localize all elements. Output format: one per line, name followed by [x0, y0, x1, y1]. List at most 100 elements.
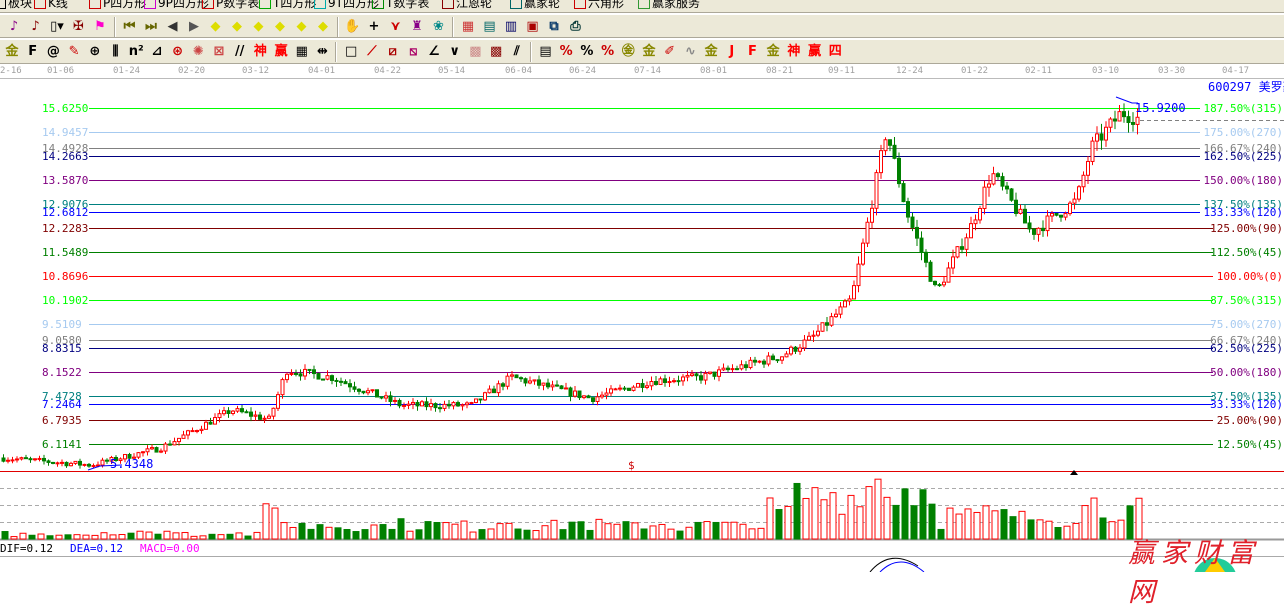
- t-square-icon: [259, 0, 271, 9]
- spiral-icon[interactable]: @: [46, 44, 60, 59]
- grid-ruler-icon[interactable]: ▦: [295, 44, 308, 59]
- network-icon[interactable]: ⧉: [549, 19, 559, 34]
- candle-down: [892, 144, 897, 159]
- candle-type-icon[interactable]: ▯▾: [50, 19, 64, 34]
- hand-icon[interactable]: ✋: [344, 19, 361, 34]
- pattern-icon[interactable]: ✠: [73, 19, 84, 34]
- vertical-lines-icon[interactable]: ⫼: [112, 44, 119, 59]
- gold-fan-icon[interactable]: 金: [766, 44, 780, 59]
- volume-bar: [1000, 509, 1008, 540]
- ying-icon[interactable]: 赢: [274, 44, 288, 59]
- parallel-icon[interactable]: ⫽: [513, 44, 520, 59]
- diamond-compress-icon[interactable]: ◆: [275, 19, 285, 34]
- j-fan-icon[interactable]: J: [729, 44, 735, 59]
- percent-lines-icon[interactable]: %: [601, 44, 615, 59]
- angle-fan-icon[interactable]: ∠: [428, 44, 440, 59]
- save-icon[interactable]: ▣: [526, 19, 539, 34]
- candle-up: [123, 453, 127, 460]
- fib-price-label: 15.6250: [42, 101, 89, 115]
- candle-up: [276, 394, 280, 409]
- menu-item-p-square[interactable]: P四方形: [89, 0, 146, 11]
- menu-item-gann-wheel[interactable]: 江恩轮: [442, 0, 492, 11]
- menu-item-p-number-table[interactable]: P数字表: [202, 0, 259, 11]
- first-icon[interactable]: ⏮: [123, 19, 136, 34]
- fan-icon[interactable]: ⟋: [367, 44, 377, 59]
- gold-ruler-icon[interactable]: 金: [5, 44, 19, 59]
- candle-up: [150, 447, 154, 450]
- period-9-icon[interactable]: ♪: [31, 19, 40, 34]
- right-arrow-icon[interactable]: ▶: [189, 19, 199, 34]
- n2-lines-icon[interactable]: n²: [128, 44, 144, 59]
- square-web-icon[interactable]: ⊠: [213, 44, 225, 59]
- diamond-left-icon[interactable]: ◆: [210, 19, 221, 34]
- calculator-icon[interactable]: ▤: [483, 19, 496, 34]
- f-fan-icon[interactable]: F: [748, 44, 757, 59]
- volume-bar: [1036, 519, 1044, 540]
- diamond-right-icon[interactable]: ◆: [232, 19, 242, 34]
- target-icon[interactable]: ⊛: [172, 44, 184, 59]
- menu-item-winner-wheel[interactable]: 赢家轮: [510, 0, 560, 11]
- angle-icon[interactable]: ⊿: [151, 44, 163, 59]
- web-icon[interactable]: ✺: [192, 44, 204, 59]
- candle-up: [807, 335, 811, 341]
- menu-item-hexagon[interactable]: 六角形: [574, 0, 624, 11]
- percent-fan-icon[interactable]: %: [559, 44, 573, 59]
- width-icon[interactable]: ⇹: [317, 44, 328, 59]
- volume-bar: [46, 535, 54, 540]
- brain-icon[interactable]: ❀: [433, 19, 444, 34]
- candle-down: [208, 421, 213, 425]
- left-arrow-icon[interactable]: ◀: [167, 19, 178, 34]
- printer-icon[interactable]: ⎙: [570, 19, 581, 34]
- diamond-expand-icon[interactable]: ◆: [296, 19, 307, 34]
- f-ruler-icon[interactable]: F: [28, 44, 38, 59]
- volume-bar: [145, 531, 153, 540]
- table-icon[interactable]: ▤: [539, 44, 552, 59]
- menu-item-blocks[interactable]: 板块: [0, 0, 32, 11]
- date-tick: 08-01: [700, 66, 728, 76]
- crosshair-icon[interactable]: +: [368, 19, 380, 34]
- stamp-icon[interactable]: ♜: [411, 19, 423, 34]
- menu-item-dollar[interactable]: 赢家服务: [638, 0, 700, 11]
- volume-bar: [622, 521, 630, 540]
- v-icon[interactable]: ∨: [449, 44, 460, 59]
- candle-up: [366, 390, 370, 394]
- shen-fan-icon[interactable]: 神: [787, 44, 801, 59]
- sine-icon[interactable]: ∿: [684, 44, 696, 59]
- last-icon[interactable]: ⏭: [145, 19, 157, 34]
- calendar-icon[interactable]: ▦: [461, 19, 475, 34]
- menu-item-kline[interactable]: K线: [34, 0, 68, 11]
- ying-fan-icon[interactable]: 赢: [808, 44, 822, 59]
- date-axis: 2-16 01-06 01-24 02-20 03-12 04-01 04-22 05-14 0…: [0, 65, 1284, 79]
- circle-grid-icon[interactable]: ⊕: [89, 44, 101, 59]
- box-icon[interactable]: □: [345, 44, 358, 59]
- shen-icon[interactable]: 神: [253, 44, 267, 59]
- diamond-vexpand-icon[interactable]: ◆: [318, 19, 328, 34]
- period-3-icon[interactable]: ♪: [9, 19, 19, 34]
- square-fan2-icon[interactable]: ⧅: [409, 44, 418, 59]
- candle-down: [46, 460, 51, 463]
- grid-icon[interactable]: ▩: [469, 44, 482, 59]
- pencil-ruler-icon[interactable]: ✐: [664, 44, 676, 59]
- candlestick-chart[interactable]: [0, 0, 1284, 572]
- gold-box-icon[interactable]: 金: [704, 44, 718, 59]
- flag-icon[interactable]: ⚑: [94, 19, 106, 34]
- si-fan-icon[interactable]: 四: [828, 44, 842, 59]
- menu-item-t-square[interactable]: T四方形: [259, 0, 316, 11]
- candle-up: [631, 386, 636, 391]
- menu-item-9t-square[interactable]: 9T四方形: [314, 0, 379, 11]
- notepad-icon[interactable]: ▥: [504, 19, 518, 34]
- pen-icon[interactable]: ✎: [68, 44, 80, 59]
- grid2-icon[interactable]: ▩: [489, 44, 503, 59]
- candle-down: [568, 387, 573, 397]
- slash-lines-icon[interactable]: //: [234, 44, 245, 59]
- percent-icon[interactable]: %: [580, 44, 594, 59]
- gold-lines-icon[interactable]: 金: [642, 44, 656, 59]
- volume-bar: [1, 531, 9, 540]
- volume-bar: [829, 492, 837, 540]
- square-fan-icon[interactable]: ⧄: [388, 44, 397, 59]
- gold-circle-icon[interactable]: ㊎: [621, 44, 635, 59]
- zigzag-icon[interactable]: ⋎: [390, 19, 401, 34]
- diamond-hexpand-icon[interactable]: ◆: [253, 19, 264, 34]
- menu-item-t-number-table[interactable]: T数字表: [372, 0, 429, 11]
- menu-item-9p-square[interactable]: 9P四方形: [144, 0, 209, 11]
